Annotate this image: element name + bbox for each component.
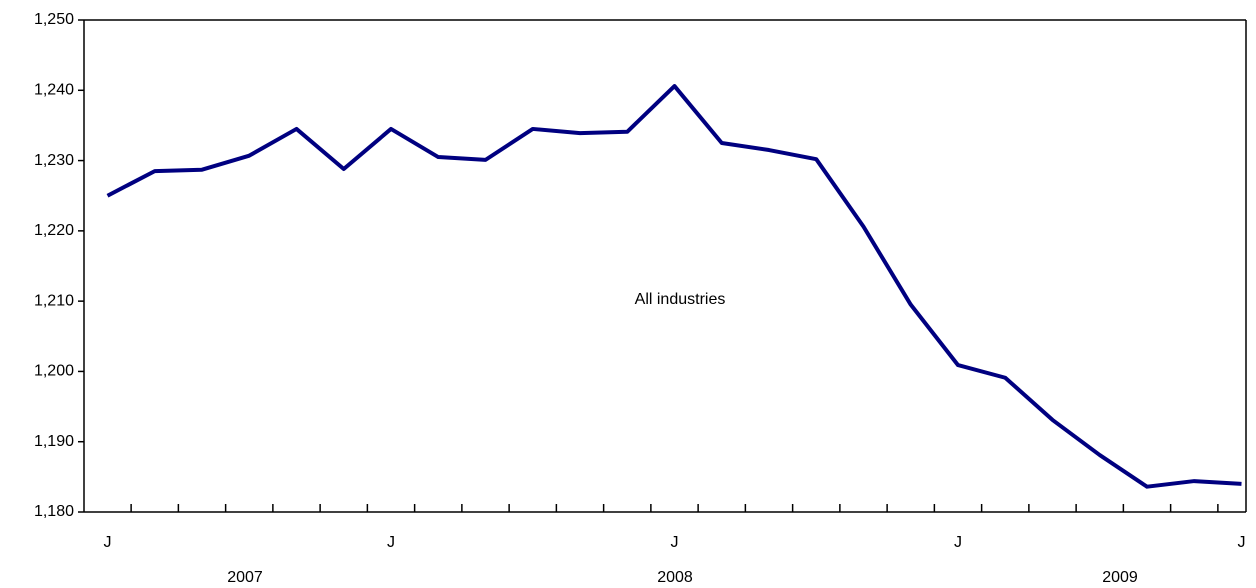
y-tick-label: 1,200: [34, 363, 74, 380]
year-label: 2008: [657, 569, 693, 586]
annotation: All industries: [635, 291, 726, 308]
x-tick-label: J: [671, 534, 679, 551]
y-tick-label: 1,210: [34, 292, 74, 309]
data-line: [106, 84, 1242, 489]
year-label: 2009: [1102, 569, 1138, 586]
y-tick-label: 1,190: [34, 433, 74, 450]
y-tick-label: 1,220: [34, 222, 74, 239]
x-tick-label: J: [387, 534, 395, 551]
x-tick-label: J: [954, 534, 962, 551]
x-tick-label: J: [104, 534, 112, 551]
y-tick-label: 1,250: [34, 11, 74, 28]
y-tick-label: 1,230: [34, 152, 74, 169]
y-tick-label: 1,240: [34, 82, 74, 99]
x-tick-label: J: [1238, 534, 1246, 551]
year-label: 2007: [227, 569, 263, 586]
y-tick-label: 1,180: [34, 503, 74, 520]
